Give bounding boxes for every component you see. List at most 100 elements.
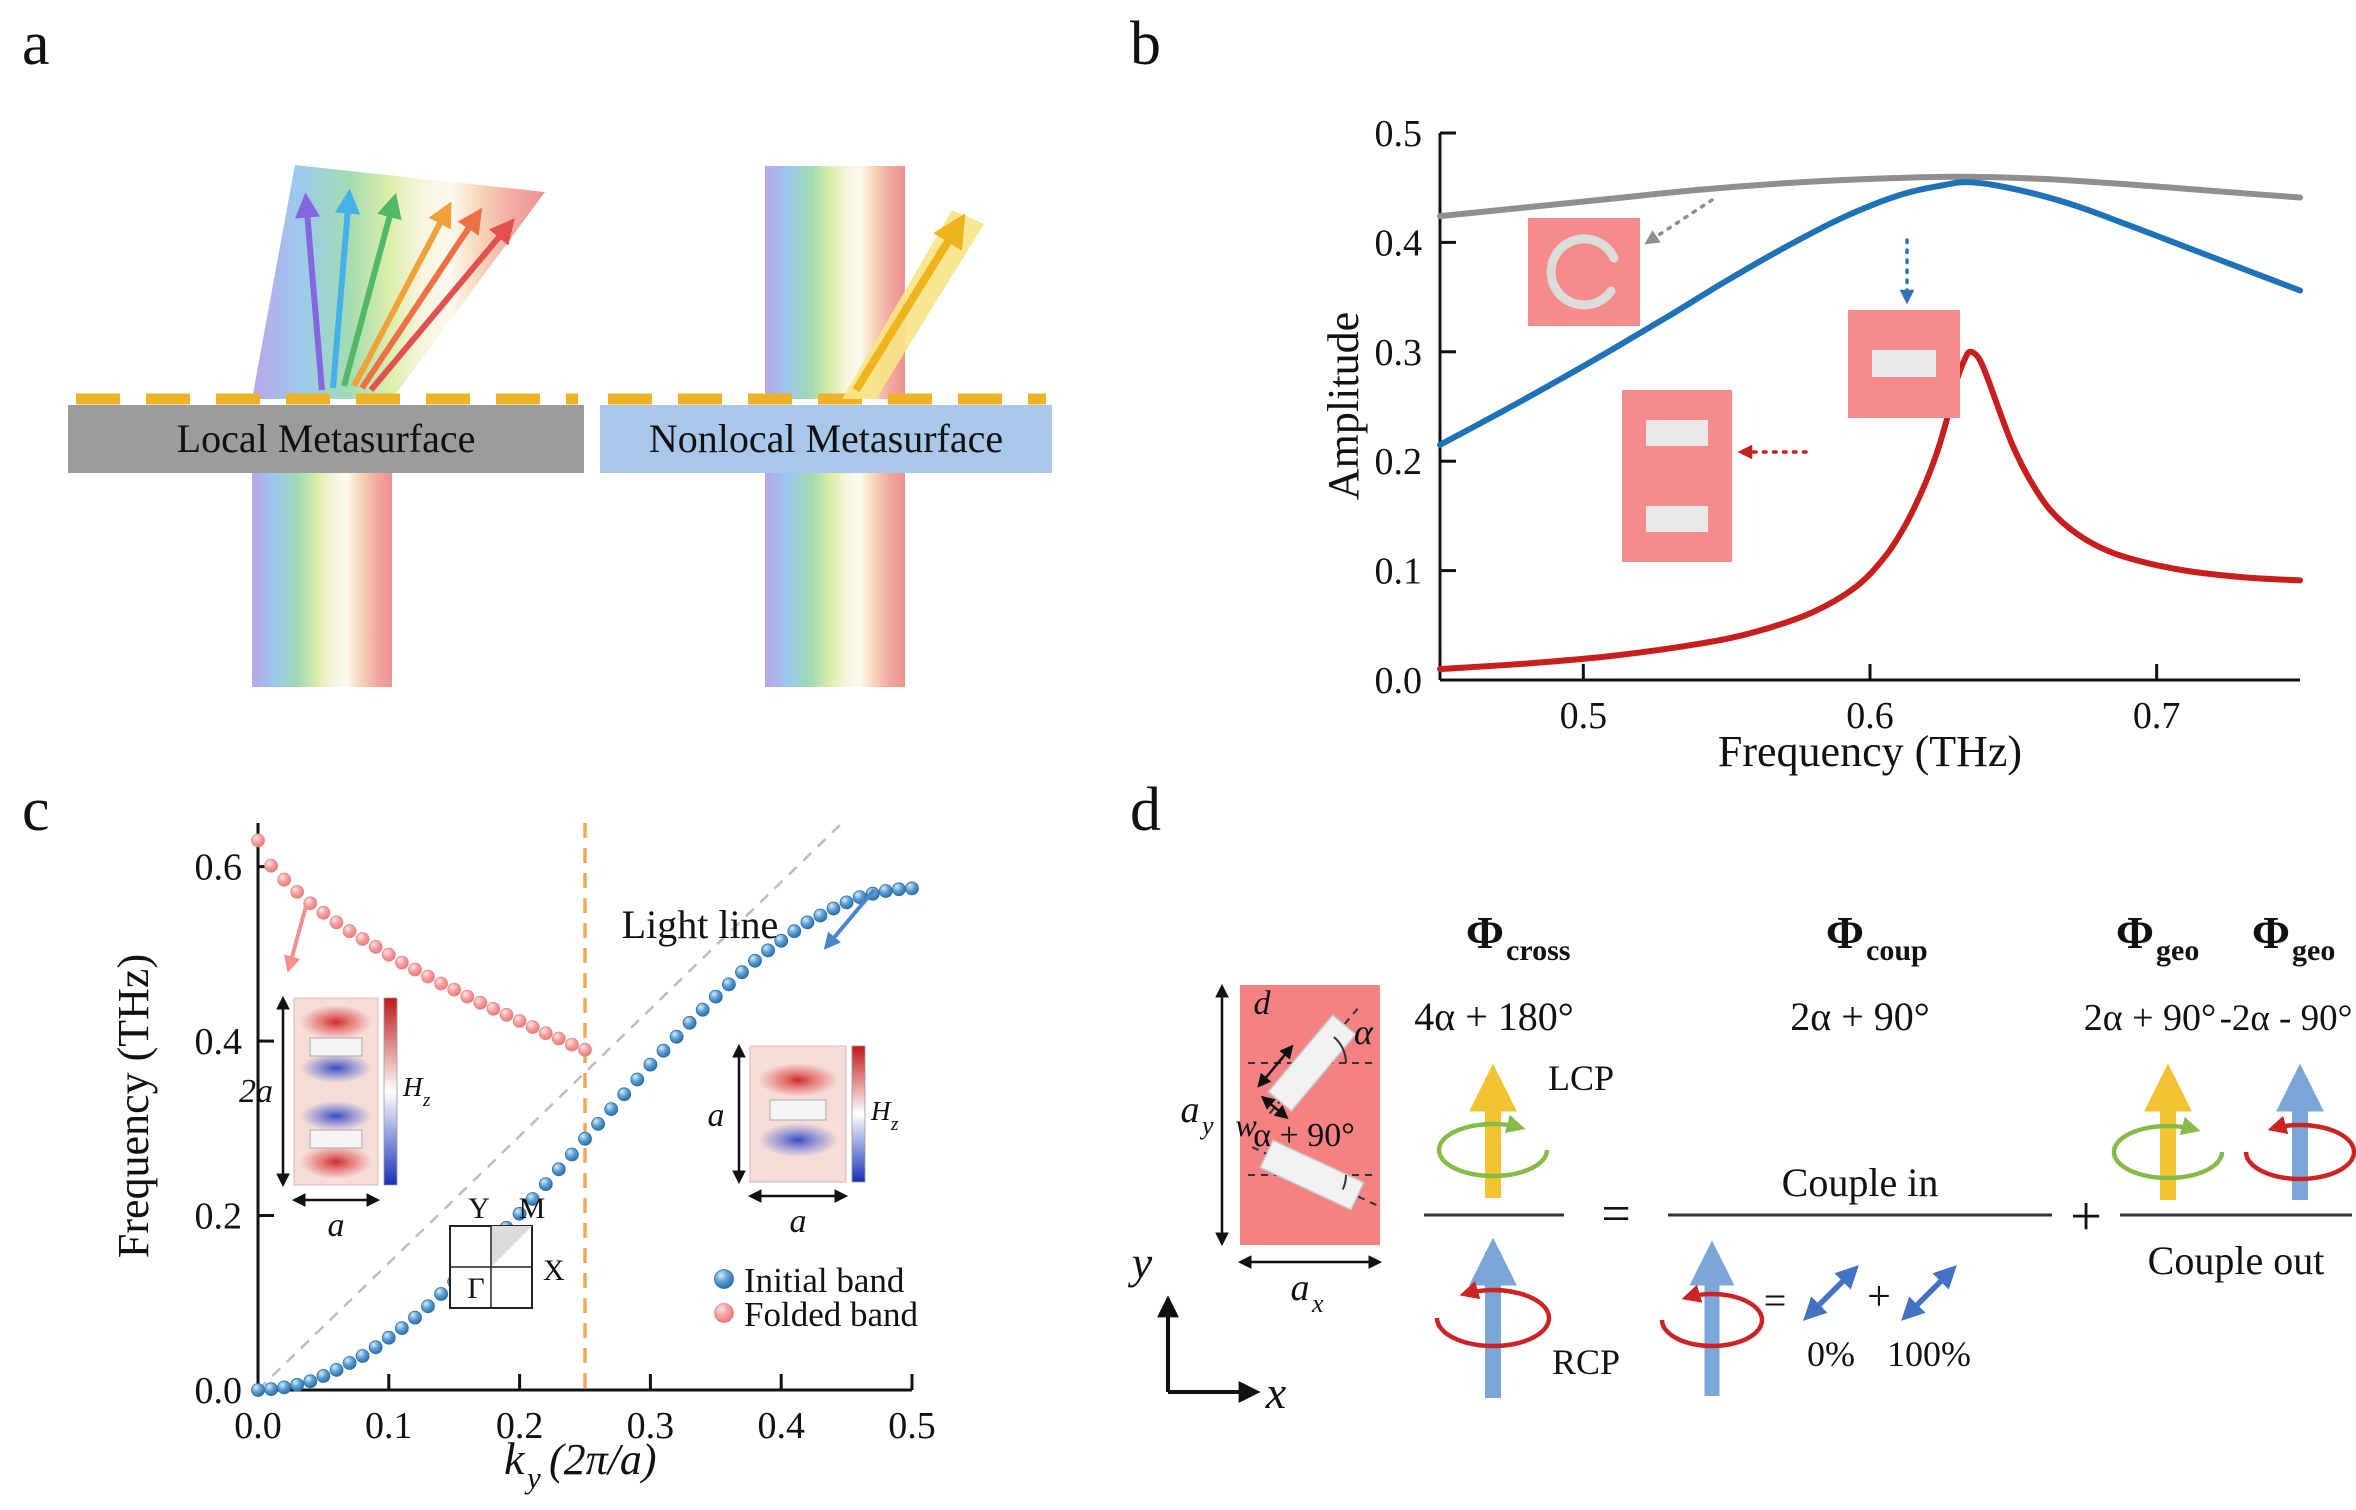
point-Initial band bbox=[708, 989, 723, 1004]
curve-double-bar bbox=[1437, 348, 2303, 673]
point-Initial band bbox=[303, 1374, 318, 1389]
point-Initial band bbox=[251, 1383, 265, 1397]
dim-label-2a: 2a bbox=[239, 1073, 273, 1110]
phi-coup-sub: coup bbox=[1866, 934, 1928, 967]
phi-geo-2-sub: geo bbox=[2292, 934, 2335, 967]
double-bar-shape-top bbox=[1646, 420, 1708, 446]
hz-label: H bbox=[870, 1096, 892, 1126]
double-bar-cell bbox=[1622, 390, 1732, 562]
point-Folded band bbox=[538, 1026, 553, 1041]
b-y-tick-label: 0.5 bbox=[1375, 113, 1423, 155]
point-Initial band bbox=[329, 1363, 344, 1377]
b-y-axis-label: Amplitude bbox=[1319, 312, 1368, 500]
alpha90-arc bbox=[1341, 1174, 1347, 1190]
point-Initial band bbox=[774, 933, 789, 948]
c-y-tick-label: 0.6 bbox=[195, 847, 243, 889]
field-inset-right: H z a a bbox=[708, 1043, 899, 1240]
point-Initial band bbox=[394, 1321, 409, 1335]
lcp-label: LCP bbox=[1548, 1058, 1614, 1098]
b-y-tick-label: 0.1 bbox=[1375, 551, 1423, 593]
c-x-axis-label: k y (2π/a) bbox=[504, 1433, 657, 1495]
point-Initial band bbox=[591, 1117, 605, 1131]
rcp-circulation-small bbox=[1659, 1284, 1765, 1349]
dim-label-a: a bbox=[790, 1203, 807, 1240]
point-Initial band bbox=[538, 1177, 553, 1191]
point-Folded band bbox=[316, 905, 331, 920]
point-Folded band bbox=[551, 1031, 566, 1046]
ax-label-sub: x bbox=[1311, 1289, 1324, 1318]
diffracted-beam-fan bbox=[252, 165, 545, 399]
curve-single-bar bbox=[1437, 179, 2303, 448]
bz-m: M bbox=[519, 1192, 546, 1225]
colorbar bbox=[383, 997, 398, 1186]
diffracted-arrow-cyan bbox=[330, 188, 361, 389]
point-Initial band bbox=[695, 1002, 710, 1017]
phi-geo-2: Φ bbox=[2252, 907, 2290, 958]
point-Folded band bbox=[251, 833, 265, 848]
bz-x: X bbox=[543, 1254, 565, 1287]
point-Initial band bbox=[826, 901, 841, 916]
point-Initial band bbox=[748, 953, 762, 968]
folded-band-pointer-arrow bbox=[284, 905, 308, 973]
inset-split-ring bbox=[1528, 218, 1640, 326]
legend-folded-band: Folded band bbox=[744, 1295, 919, 1334]
phi-coup-formula: 2α + 90° bbox=[1790, 994, 1930, 1039]
legend-initial-band: Initial band bbox=[744, 1261, 905, 1300]
bz-gamma: Γ bbox=[467, 1272, 484, 1305]
diffracted-arrow-orangered bbox=[359, 207, 483, 390]
bar-top bbox=[309, 1037, 363, 1057]
point-Folded band bbox=[355, 932, 370, 946]
point-Initial band bbox=[565, 1147, 579, 1162]
split-ring-cell bbox=[1528, 218, 1640, 326]
point-Initial band bbox=[604, 1102, 619, 1116]
nonlocal-metasurface-slab bbox=[600, 405, 1052, 473]
point-Folded band bbox=[434, 976, 449, 991]
diffracted-arrow-red bbox=[368, 218, 515, 392]
point-Folded band bbox=[329, 915, 344, 930]
panel-c: 0.0 0.1 0.2 0.3 0.4 0.5 0.0 0.2 0.4 0.6 Light lin… bbox=[109, 822, 936, 1495]
equals-sign-small: = bbox=[1764, 1278, 1787, 1323]
point-Initial band bbox=[617, 1087, 632, 1102]
local-metasurface-schematic: Local Metasurface bbox=[68, 165, 584, 687]
point-Initial band bbox=[578, 1131, 592, 1146]
phi-geo-1-sub: geo bbox=[2156, 934, 2199, 967]
b-x-tick-label: 0.7 bbox=[2133, 695, 2181, 737]
hz-sub: z bbox=[422, 1090, 431, 1111]
panel-b: 0.5 0.6 0.7 0.0 0.1 0.2 0.3 0.4 0.5 Amplitude Fr… bbox=[1319, 113, 2303, 776]
rcp-out-circulation bbox=[2243, 1115, 2356, 1182]
c-x-tick-label: 0.3 bbox=[627, 1405, 675, 1447]
dim-label-a: a bbox=[708, 1097, 725, 1134]
bar1-group bbox=[1257, 1007, 1360, 1120]
phi-cross: Φ bbox=[1466, 907, 1504, 958]
panel-label-a: a bbox=[22, 10, 50, 78]
point-Folded band bbox=[342, 924, 357, 939]
w-dimension-arrow bbox=[1260, 1095, 1289, 1120]
phase-decomposition: Φ cross 4α + 180° Φ coup 2α + 90° Φ geo … bbox=[1414, 907, 2356, 1398]
c-y-tick-label: 0.2 bbox=[195, 1196, 243, 1238]
pct-hundred-label: 100% bbox=[1887, 1334, 1971, 1374]
point-Initial band bbox=[316, 1369, 331, 1383]
point-Initial band bbox=[342, 1356, 357, 1370]
point-Initial band bbox=[813, 908, 828, 923]
equals-sign: = bbox=[1601, 1186, 1630, 1243]
bar-bottom bbox=[309, 1129, 363, 1149]
rcp-label: RCP bbox=[1552, 1342, 1620, 1382]
light-line bbox=[257, 822, 843, 1391]
brillouin-zone-inset: Γ X Y M bbox=[449, 1192, 565, 1309]
point-Folded band bbox=[290, 885, 305, 899]
b-x-axis-label: Frequency (THz) bbox=[1718, 727, 2022, 776]
point-Folded band bbox=[512, 1014, 527, 1028]
c-y-tick-label: 0.4 bbox=[195, 1021, 243, 1063]
field-lobe-blue bbox=[300, 1101, 372, 1131]
phi-cross-sub: cross bbox=[1506, 934, 1570, 967]
dipole-arrow-0 bbox=[1803, 1265, 1859, 1321]
bz-irreducible-wedge bbox=[491, 1226, 532, 1267]
point-Initial band bbox=[905, 881, 919, 896]
c-x-label-rest: (2π/a) bbox=[549, 1435, 657, 1484]
point-Folded band bbox=[565, 1037, 579, 1052]
point-Folded band bbox=[486, 1001, 501, 1016]
lcp-out-circulation bbox=[2111, 1116, 2225, 1181]
d-label: d bbox=[1254, 985, 1272, 1022]
point-Initial band bbox=[421, 1299, 435, 1314]
